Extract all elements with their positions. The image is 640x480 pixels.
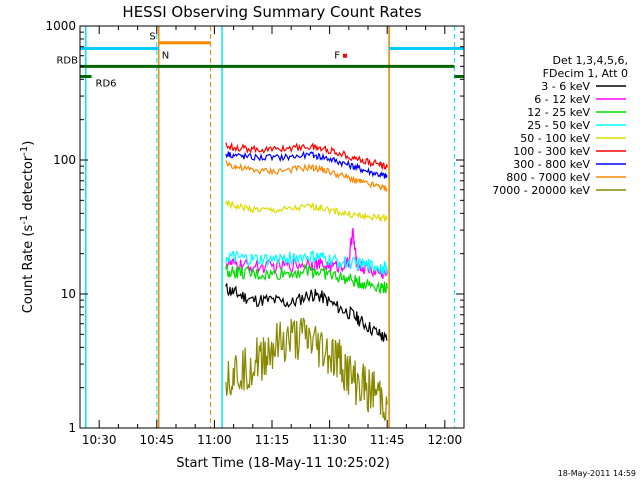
x-tick-label-1: 10:45	[140, 433, 175, 447]
legend-entry-label-5: 100 - 300 keV	[513, 145, 590, 158]
flag-s-label: S	[149, 32, 155, 43]
legend-header-1: Det 1,3,4,5,6,	[552, 54, 628, 67]
legend-entry-label-8: 7000 - 20000 keV	[492, 184, 590, 197]
y-tick-label-1: 10	[61, 287, 76, 301]
legend-header-2: FDecim 1, Att 0	[543, 67, 628, 80]
footer-date: 18-May-2011 14:59	[558, 469, 636, 478]
plot-layer: RDB RD6 SN F	[56, 26, 464, 428]
y-axis-title: Count Rate (s-1 detector-1)	[19, 141, 36, 314]
series-line-1	[225, 227, 388, 280]
ylabel-sup1: -1	[19, 215, 30, 225]
legend-entry-label-7: 800 - 7000 keV	[506, 171, 590, 184]
chart-title: HESSI Observing Summary Count Rates	[122, 3, 421, 21]
flag-n-label: N	[162, 50, 169, 61]
y-tick-label-3: 1000	[45, 19, 76, 33]
legend-entry-label-0: 3 - 6 keV	[541, 80, 590, 93]
legend-entry-label-3: 25 - 50 keV	[527, 119, 590, 132]
x-axis-title: Start Time (18-May-11 10:25:02)	[176, 456, 390, 471]
x-tick-label-5: 11:45	[370, 433, 405, 447]
series-line-3	[225, 250, 388, 276]
ylabel-end: )	[21, 141, 36, 146]
svg-text:Count Rate (s-1 detector-1): Count Rate (s-1 detector-1)	[19, 141, 36, 314]
legend-entry-label-2: 12 - 25 keV	[527, 106, 590, 119]
x-tick-label-0: 10:30	[82, 433, 117, 447]
flag-f-marker	[342, 53, 347, 58]
legend-entry-label-6: 300 - 800 keV	[513, 158, 590, 171]
ylabel-sup2: -1	[19, 146, 30, 156]
series-line-6	[225, 150, 388, 179]
legend: Det 1,3,4,5,6, FDecim 1, Att 0 3 - 6 keV…	[492, 54, 628, 197]
series-line-5	[225, 141, 388, 171]
flag-f-label: F	[334, 51, 340, 62]
flag-rdb-label: RDB	[56, 55, 78, 66]
series-line-2	[225, 263, 388, 295]
y-tick-label-0: 1	[68, 421, 76, 435]
ylabel-mid: detector	[21, 155, 36, 215]
series-line-7	[225, 160, 388, 192]
series-line-4	[225, 199, 388, 222]
flag-rd6-label: RD6	[96, 78, 117, 89]
y-tick-label-2: 100	[53, 153, 76, 167]
x-tick-label-4: 11:30	[312, 433, 347, 447]
legend-entry-label-1: 6 - 12 keV	[534, 93, 590, 106]
series-line-8	[225, 317, 388, 421]
x-tick-label-2: 11:00	[197, 433, 232, 447]
ylabel-main: Count Rate (s	[21, 225, 36, 314]
series-line-0	[225, 283, 388, 342]
axis-layer: 1 10 100 1000 10:30 10:45 11:00 11:15 11:30 11:45…	[45, 19, 465, 447]
x-tick-label-3: 11:15	[255, 433, 290, 447]
legend-entry-label-4: 50 - 100 keV	[520, 132, 590, 145]
x-tick-label-6: 12:00	[428, 433, 463, 447]
